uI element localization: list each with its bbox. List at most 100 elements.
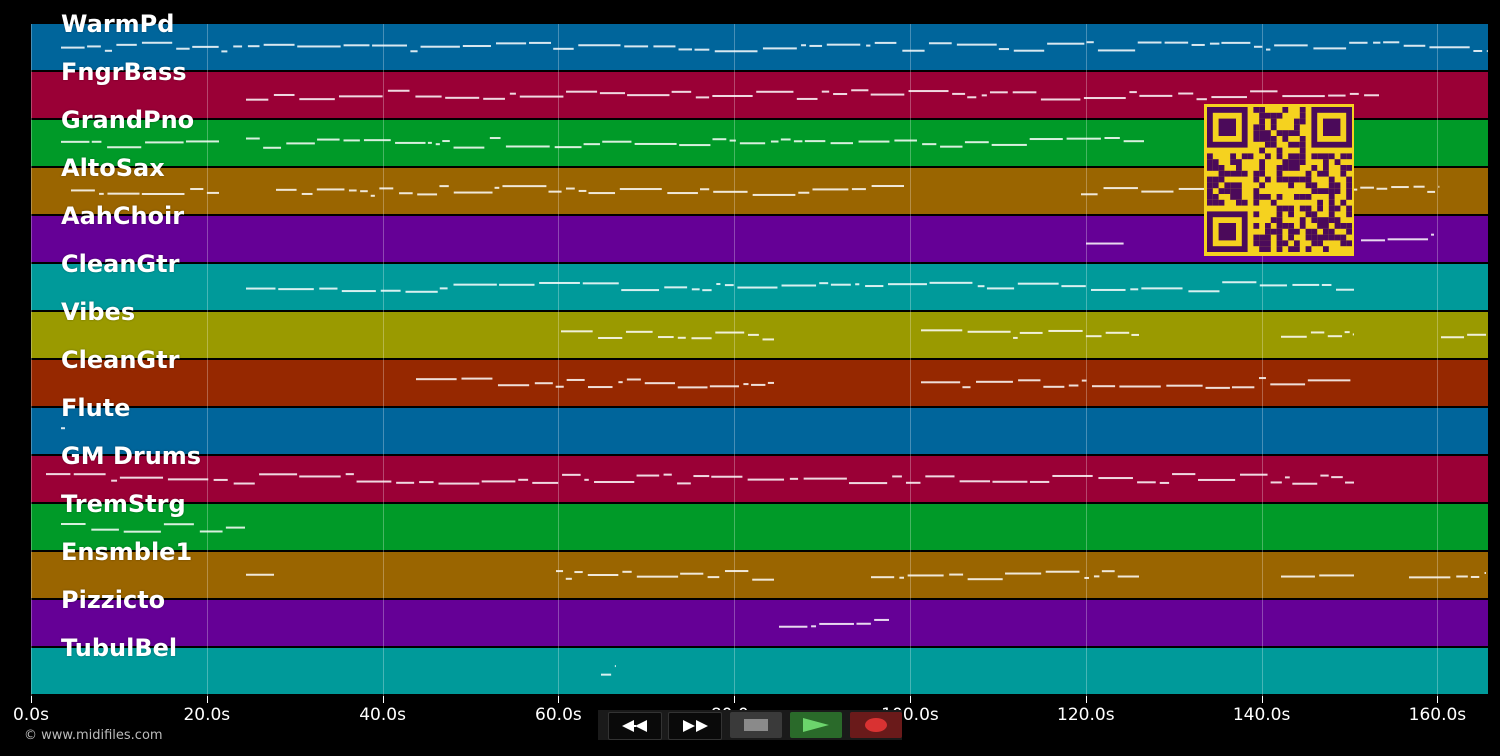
note	[964, 141, 989, 144]
note	[247, 45, 260, 48]
note	[811, 625, 817, 628]
note	[259, 473, 298, 476]
note	[709, 385, 739, 388]
tick-mark	[558, 696, 560, 703]
note	[789, 477, 799, 480]
note	[1431, 233, 1434, 236]
note	[986, 287, 1015, 290]
note	[1383, 41, 1400, 44]
note	[819, 622, 854, 625]
note	[1467, 333, 1486, 336]
note	[534, 382, 553, 385]
note	[1131, 333, 1139, 336]
note	[989, 91, 1008, 94]
note	[851, 89, 869, 92]
note	[1066, 137, 1101, 140]
note	[747, 333, 759, 336]
note	[1198, 478, 1236, 481]
note	[1470, 575, 1480, 578]
note	[1266, 48, 1271, 51]
note	[192, 45, 219, 48]
note	[626, 378, 641, 381]
note	[399, 192, 413, 195]
note	[871, 576, 895, 579]
note	[276, 188, 297, 191]
rewind-button[interactable]	[608, 712, 662, 740]
note	[977, 285, 985, 288]
note	[691, 288, 700, 291]
note	[141, 41, 173, 44]
play-button[interactable]	[790, 712, 842, 738]
stop-button[interactable]	[730, 712, 782, 738]
tick-mark	[1261, 696, 1263, 703]
note	[190, 188, 204, 191]
note	[363, 139, 391, 142]
play-icon	[803, 718, 829, 732]
note	[1307, 379, 1351, 382]
note	[341, 290, 376, 293]
note	[729, 139, 736, 142]
note	[1196, 98, 1207, 101]
note	[343, 44, 370, 47]
tick-label: 140.0s	[1232, 705, 1291, 725]
note	[119, 476, 164, 479]
note	[602, 140, 632, 143]
note	[1040, 98, 1081, 101]
note	[627, 94, 670, 97]
note	[812, 188, 849, 191]
note	[299, 98, 335, 101]
tick-label: 60.0s	[535, 705, 582, 725]
note	[751, 383, 766, 386]
note	[1331, 476, 1343, 479]
note	[145, 141, 184, 144]
note	[483, 97, 505, 100]
note	[1231, 386, 1255, 389]
note	[1387, 238, 1429, 241]
note	[801, 44, 807, 47]
note	[286, 142, 315, 145]
note	[908, 90, 949, 93]
note	[907, 574, 944, 577]
note	[781, 284, 817, 287]
note	[499, 283, 535, 286]
track-name: Flute	[61, 394, 131, 422]
note	[1139, 94, 1173, 97]
note	[1188, 290, 1220, 293]
note	[372, 44, 407, 47]
note	[1284, 476, 1290, 479]
note	[1349, 41, 1368, 44]
note	[61, 140, 90, 143]
track-lane	[31, 504, 1488, 550]
fast-forward-button[interactable]	[668, 712, 722, 740]
note	[1344, 331, 1350, 334]
note	[702, 289, 712, 292]
note	[819, 282, 829, 285]
note	[574, 571, 583, 574]
note	[809, 44, 823, 47]
note	[756, 90, 794, 93]
note	[664, 286, 688, 289]
note	[1091, 385, 1116, 388]
note	[1221, 41, 1251, 44]
note	[438, 482, 480, 485]
note	[104, 49, 113, 52]
note	[1086, 242, 1124, 245]
note	[1473, 49, 1483, 52]
track-name: GrandPno	[61, 106, 195, 134]
note	[167, 478, 209, 481]
note	[679, 144, 711, 147]
grid-line	[734, 24, 736, 696]
note	[213, 478, 228, 481]
note	[410, 50, 418, 53]
tick-mark	[910, 696, 911, 703]
note	[1427, 190, 1436, 193]
note	[1137, 41, 1162, 44]
note	[1061, 285, 1086, 288]
note	[415, 95, 442, 98]
note	[46, 473, 71, 476]
note	[1141, 287, 1183, 290]
record-button[interactable]	[850, 712, 902, 738]
note	[991, 143, 1027, 146]
note	[1211, 96, 1247, 99]
note	[1205, 386, 1230, 389]
